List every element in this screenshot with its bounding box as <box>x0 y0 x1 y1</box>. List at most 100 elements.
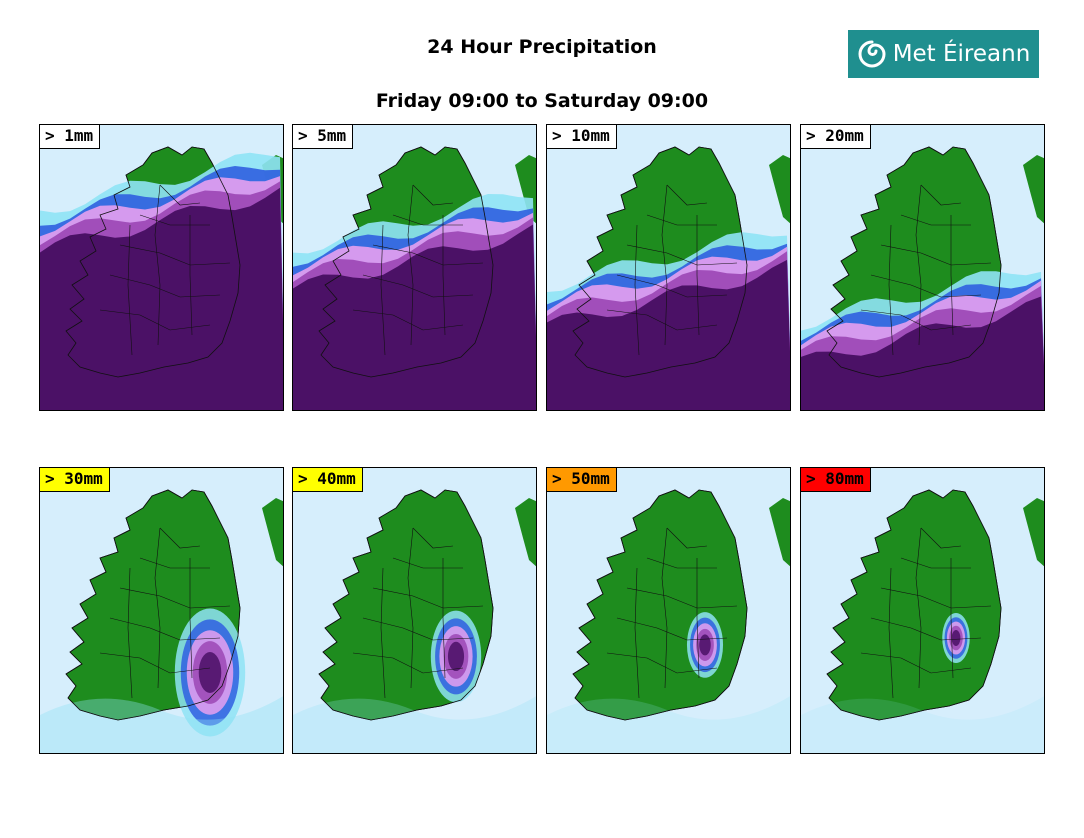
rain-cell <box>198 652 222 693</box>
county-border <box>380 567 386 699</box>
county-border <box>442 215 446 336</box>
ireland-map <box>293 125 536 410</box>
rain-band <box>547 696 790 753</box>
scotland-landmass <box>769 155 790 224</box>
county-border <box>915 527 922 689</box>
coastline <box>318 489 494 721</box>
county-border <box>900 557 971 569</box>
county-border <box>915 184 922 346</box>
county-border <box>626 244 738 266</box>
county-border <box>372 587 484 609</box>
rain-cell <box>699 634 711 656</box>
county-border <box>888 567 894 699</box>
ireland-map <box>547 125 790 410</box>
county-border <box>646 214 717 226</box>
met-eireann-logo: Met Éireann <box>848 30 1039 78</box>
threshold-label: > 50mm <box>547 468 617 492</box>
county-border <box>626 587 738 609</box>
ireland-map <box>801 125 1044 410</box>
county-border <box>646 557 717 569</box>
county-border <box>860 652 972 674</box>
county-border <box>616 274 728 298</box>
county-border <box>666 184 708 206</box>
coastline <box>572 489 748 721</box>
county-border <box>99 309 211 331</box>
county-border <box>109 274 221 298</box>
logo-swirl-icon <box>858 40 886 68</box>
county-border <box>109 617 221 641</box>
threshold-label: > 10mm <box>547 125 617 149</box>
coastline <box>65 146 241 378</box>
threshold-label: > 40mm <box>293 468 363 492</box>
county-border <box>696 558 700 679</box>
map-panel: > 80mm <box>800 467 1045 754</box>
rain-band <box>293 224 536 410</box>
county-border <box>372 244 484 266</box>
rain-band <box>801 296 1044 410</box>
threshold-label: > 80mm <box>801 468 871 492</box>
county-border <box>139 214 210 226</box>
county-border <box>392 557 463 569</box>
county-border <box>154 184 161 346</box>
coastline <box>65 489 241 721</box>
chart-subtitle: Friday 09:00 to Saturday 09:00 <box>375 90 709 112</box>
county-border <box>154 527 161 689</box>
county-border <box>159 527 201 549</box>
county-border <box>99 652 211 674</box>
map-panel: > 50mm <box>546 467 791 754</box>
ireland-map <box>293 468 536 753</box>
county-border <box>139 557 210 569</box>
county-border <box>616 617 728 641</box>
coastline <box>826 489 1002 721</box>
county-border <box>661 527 668 689</box>
rain-band <box>40 696 283 753</box>
county-border <box>661 184 668 346</box>
county-border <box>189 558 193 679</box>
map-panel: > 40mm <box>292 467 537 754</box>
county-border <box>362 274 474 298</box>
rain-band <box>40 187 283 410</box>
rain-band <box>547 259 790 410</box>
county-border <box>860 309 972 331</box>
rain-cell <box>447 641 465 672</box>
county-border <box>119 587 231 609</box>
county-border <box>442 558 446 679</box>
map-panel: > 5mm <box>292 124 537 411</box>
county-border <box>880 587 992 609</box>
county-border <box>888 224 894 356</box>
county-border <box>380 224 386 356</box>
county-border <box>119 244 231 266</box>
map-panel: > 20mm <box>800 124 1045 411</box>
scotland-landmass <box>1023 155 1044 224</box>
threshold-label: > 20mm <box>801 125 871 149</box>
county-border <box>362 617 474 641</box>
county-border <box>407 184 414 346</box>
ireland-map <box>801 468 1044 753</box>
threshold-label: > 1mm <box>40 125 101 149</box>
county-border <box>666 527 708 549</box>
county-border <box>920 184 962 206</box>
ireland-map <box>547 468 790 753</box>
county-border <box>412 527 454 549</box>
scotland-landmass <box>1023 498 1044 567</box>
county-border <box>127 567 133 699</box>
scotland-landmass <box>262 498 283 567</box>
rain-band <box>293 696 536 753</box>
county-border <box>870 617 982 641</box>
ireland-map <box>40 468 283 753</box>
coastline <box>826 146 1002 378</box>
county-border <box>159 184 201 206</box>
county-border <box>412 184 454 206</box>
map-panel: > 10mm <box>546 124 791 411</box>
county-border <box>606 652 718 674</box>
county-border <box>352 309 464 331</box>
county-border <box>950 215 954 336</box>
county-border <box>606 309 718 331</box>
county-border <box>407 527 414 689</box>
county-border <box>920 527 962 549</box>
coastline <box>572 146 748 378</box>
rain-band <box>801 696 1044 753</box>
threshold-label: > 30mm <box>40 468 110 492</box>
county-border <box>634 567 640 699</box>
logo-text: Met Éireann <box>892 41 1031 67</box>
